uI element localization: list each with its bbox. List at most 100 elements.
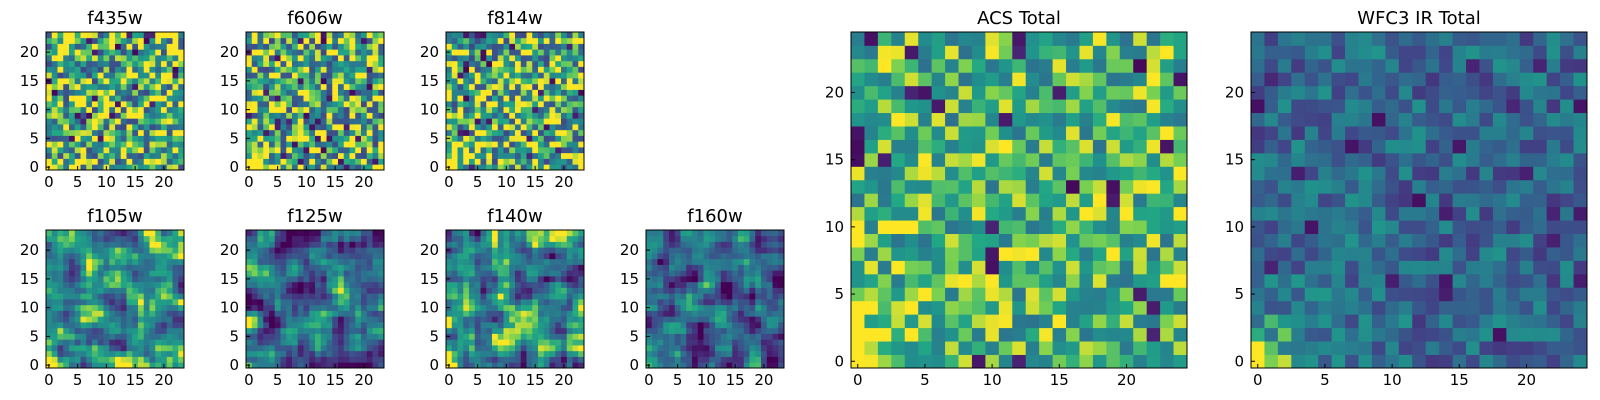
heatmap-cell: [349, 322, 356, 329]
heatmap-cell: [51, 43, 58, 50]
heatmap-cell: [274, 333, 281, 340]
heatmap-cell: [446, 129, 453, 136]
heatmap-cell: [315, 304, 322, 311]
heatmap-cell: [486, 147, 493, 154]
heatmap-cell: [566, 293, 573, 300]
heatmap-cell: [155, 135, 162, 142]
heatmap-cell: [372, 316, 379, 323]
heatmap-cell: [463, 276, 470, 283]
heatmap-cell: [366, 350, 373, 357]
heatmap-cell: [451, 350, 458, 357]
heatmap-cell: [503, 129, 510, 136]
heatmap-cell: [572, 135, 579, 142]
heatmap-cell: [320, 293, 327, 300]
heatmap-cell: [686, 350, 693, 357]
heatmap-cell: [57, 350, 64, 357]
heatmap-cell: [451, 264, 458, 271]
heatmap-cell: [343, 55, 350, 62]
heatmap-cell: [532, 55, 539, 62]
heatmap-cell: [1025, 58, 1040, 73]
heatmap-cell: [297, 327, 304, 334]
heatmap-cell: [686, 287, 693, 294]
heatmap-cell: [349, 152, 356, 159]
heatmap-cell: [126, 101, 133, 108]
heatmap-cell: [457, 316, 464, 323]
heatmap-cell: [945, 72, 959, 87]
heatmap-cell: [778, 304, 785, 311]
heatmap-cell: [538, 258, 545, 265]
heatmap-cell: [958, 32, 973, 46]
heatmap-cell: [743, 333, 750, 340]
heatmap-cell: [657, 362, 664, 369]
heatmap-cell: [985, 287, 1000, 302]
heatmap-cell: [246, 112, 253, 119]
heatmap-cell: [1425, 354, 1440, 369]
heatmap-cell: [555, 322, 562, 329]
heatmap-cell: [172, 49, 179, 56]
heatmap-cell: [349, 66, 356, 73]
heatmap-cell: [143, 66, 150, 73]
heatmap-cell: [904, 72, 919, 87]
heatmap-cell: [446, 356, 453, 363]
heatmap-cell: [985, 45, 1000, 60]
heatmap-cell: [326, 158, 333, 165]
heatmap-cell: [446, 327, 453, 334]
heatmap-cell: [549, 247, 556, 254]
heatmap-cell: [103, 299, 110, 306]
heatmap-cell: [480, 247, 487, 254]
heatmap-cell: [343, 72, 350, 79]
heatmap-cell: [497, 327, 504, 334]
heatmap-cell: [497, 60, 504, 67]
heatmap-cell: [332, 247, 339, 254]
heatmap-cell: [543, 299, 550, 306]
heatmap-cell: [138, 129, 145, 136]
heatmap-cell: [561, 129, 568, 136]
heatmap-cell: [132, 106, 139, 113]
heatmap-cell: [1146, 287, 1161, 302]
heatmap-cell: [132, 235, 139, 242]
heatmap-cell: [692, 281, 699, 288]
heatmap-cell: [891, 327, 906, 342]
heatmap-cell: [280, 49, 287, 56]
heatmap-cell: [457, 37, 464, 44]
heatmap-cell: [343, 327, 350, 334]
heatmap-cell: [263, 135, 270, 142]
heatmap-cell: [109, 327, 116, 334]
heatmap-cell: [674, 253, 681, 260]
heatmap-cell: [320, 339, 327, 346]
heatmap-cell: [515, 89, 522, 96]
heatmap-cell: [686, 241, 693, 248]
heatmap-cell: [692, 247, 699, 254]
heatmap-cell: [97, 230, 104, 237]
heatmap-cell: [103, 310, 110, 317]
x-tick-label: 10: [97, 173, 116, 191]
heatmap-cell: [877, 139, 892, 154]
heatmap-cell: [503, 141, 510, 148]
heatmap-cell: [566, 135, 573, 142]
heatmap-cell: [86, 124, 93, 131]
heatmap-cell: [57, 152, 64, 159]
heatmap-cell: [520, 72, 527, 79]
heatmap-cell: [74, 276, 81, 283]
heatmap-cell: [526, 72, 533, 79]
heatmap-cell: [1146, 72, 1161, 87]
heatmap-cell: [480, 78, 487, 85]
heatmap-cell: [572, 106, 579, 113]
panel-title-f160w: f160w: [687, 206, 742, 227]
heatmap-cell: [372, 287, 379, 294]
heatmap-cell: [446, 299, 453, 306]
heatmap-cell: [985, 314, 1000, 329]
heatmap-cell: [566, 112, 573, 119]
heatmap-cell: [343, 264, 350, 271]
heatmap-cell: [251, 37, 258, 44]
heatmap-cell: [526, 345, 533, 352]
heatmap-cell: [280, 345, 287, 352]
heatmap-cell: [971, 166, 986, 181]
heatmap-cell: [143, 327, 150, 334]
heatmap-cell: [372, 230, 379, 237]
heatmap-cell: [74, 106, 81, 113]
heatmap-cell: [97, 235, 104, 242]
heatmap-cell: [1079, 220, 1094, 234]
heatmap-cell: [355, 78, 362, 85]
